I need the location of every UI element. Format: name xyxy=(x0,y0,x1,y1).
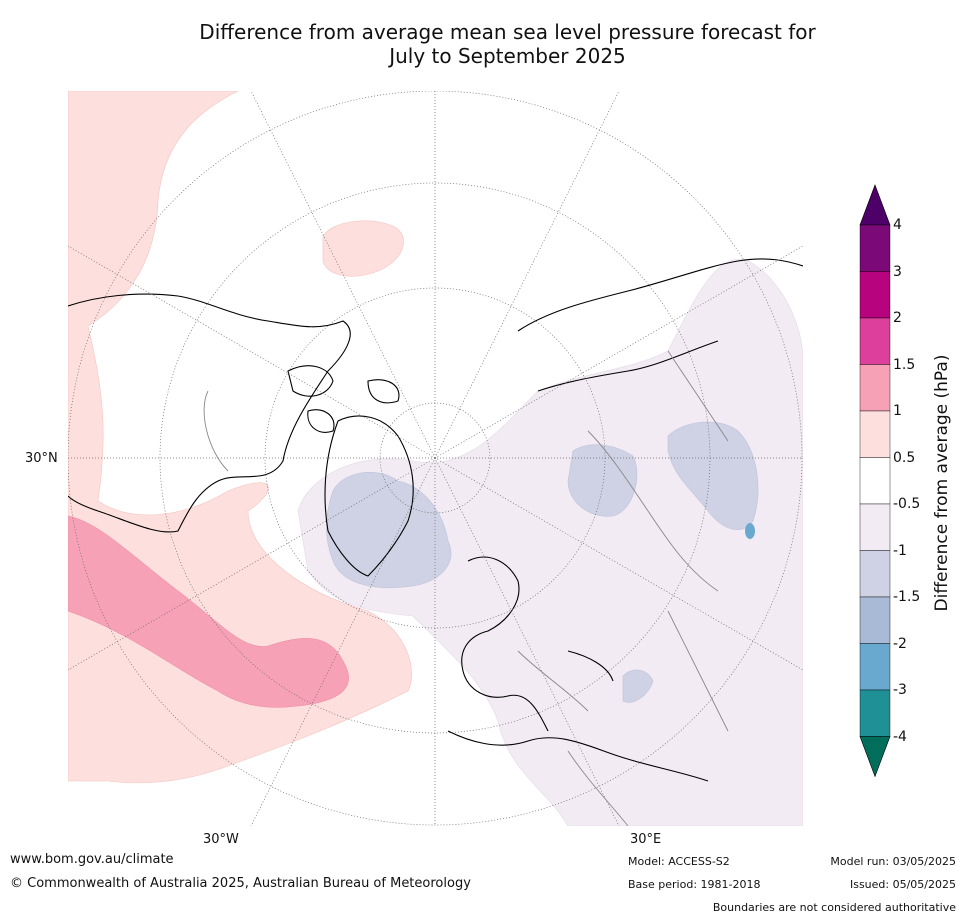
coastline-arctic-islands xyxy=(287,365,400,433)
colorbar-band xyxy=(859,317,891,365)
meridian-30w xyxy=(250,457,436,826)
colorbar-tick-label: 4 xyxy=(893,217,902,233)
colorbar-tick-label: -0.5 xyxy=(893,496,921,512)
meridian-150w xyxy=(250,91,436,459)
map-title: Difference from average mean sea level p… xyxy=(60,20,955,68)
colorbar-tick-label: -2 xyxy=(893,635,907,652)
colorbar-tick-label: -4 xyxy=(893,728,907,745)
colorbar-band xyxy=(859,364,891,412)
colorbar-tick-label: -1.5 xyxy=(893,589,921,605)
coastline-north-america xyxy=(68,293,351,533)
colorbar-tick-label: 3 xyxy=(893,263,902,280)
anomaly-region-minus1-minus1.5-greenland xyxy=(326,471,452,589)
anomaly-region-minus1-minus1.5-south xyxy=(622,669,654,703)
colorbar-tick-label: 2 xyxy=(893,310,902,326)
latitude-circle-30 xyxy=(68,91,803,826)
colorbar-extend-max xyxy=(859,184,891,226)
meridian-30e xyxy=(434,457,620,826)
colorbar-title: Difference from average (hPa) xyxy=(932,354,952,612)
footer-model-run: Model run: 03/05/2025 xyxy=(830,855,956,868)
lon-label-30e: 30°E xyxy=(630,832,662,847)
footer-model: Model: ACCESS-S2 xyxy=(628,855,730,868)
colorbar-tick-label: 1 xyxy=(893,403,902,419)
colorbar-extend-min xyxy=(859,736,891,778)
meridian-150e xyxy=(434,91,620,459)
colorbar-tick-label: -3 xyxy=(893,682,907,698)
anomaly-region-1-1.5 xyxy=(68,515,349,708)
colorbar xyxy=(859,184,891,778)
lon-label-30w: 30°W xyxy=(203,832,239,847)
boundary-lines xyxy=(203,350,729,826)
colorbar-band xyxy=(859,643,891,691)
colorbar-band xyxy=(859,271,891,319)
footer-base-period: Base period: 1981-2018 xyxy=(628,878,761,891)
title-line-1: Difference from average mean sea level p… xyxy=(199,20,816,44)
coastline-mediterranean xyxy=(447,730,709,782)
lat-label-30n: 30°N xyxy=(25,451,58,466)
anomaly-region-minus0.5-minus1 xyxy=(297,259,803,826)
anomaly-region-minus2-minus3 xyxy=(745,523,755,539)
footer-issued: Issued: 05/05/2025 xyxy=(849,878,956,891)
colorbar-tick-label: 0.5 xyxy=(893,449,916,466)
colorbar-band xyxy=(859,503,891,551)
colorbar-tick-label: -1 xyxy=(893,542,907,559)
colorbar-band xyxy=(859,689,891,737)
footer-copyright: © Commonwealth of Australia 2025, Austra… xyxy=(10,876,471,891)
colorbar-band xyxy=(859,457,891,505)
colorbar-band xyxy=(859,550,891,598)
colorbar-tick-label: 1.5 xyxy=(893,356,916,373)
colorbar-band xyxy=(859,224,891,272)
footer-url: www.bom.gov.au/climate xyxy=(10,852,174,867)
map-panel xyxy=(68,91,803,826)
colorbar-band xyxy=(859,596,891,644)
map-canvas xyxy=(68,91,803,826)
coastline-greenland xyxy=(324,415,414,577)
anomaly-region-minus1-minus1.5-scandinavia xyxy=(567,444,638,517)
coastline-europe xyxy=(461,556,614,732)
colorbar-band xyxy=(859,410,891,458)
anomaly-region-0.5-1-arctic xyxy=(322,220,404,277)
coastline-asia xyxy=(517,258,803,392)
footer-disclaimer: Boundaries are not considered authoritat… xyxy=(712,901,956,914)
title-line-2: July to September 2025 xyxy=(389,44,626,68)
